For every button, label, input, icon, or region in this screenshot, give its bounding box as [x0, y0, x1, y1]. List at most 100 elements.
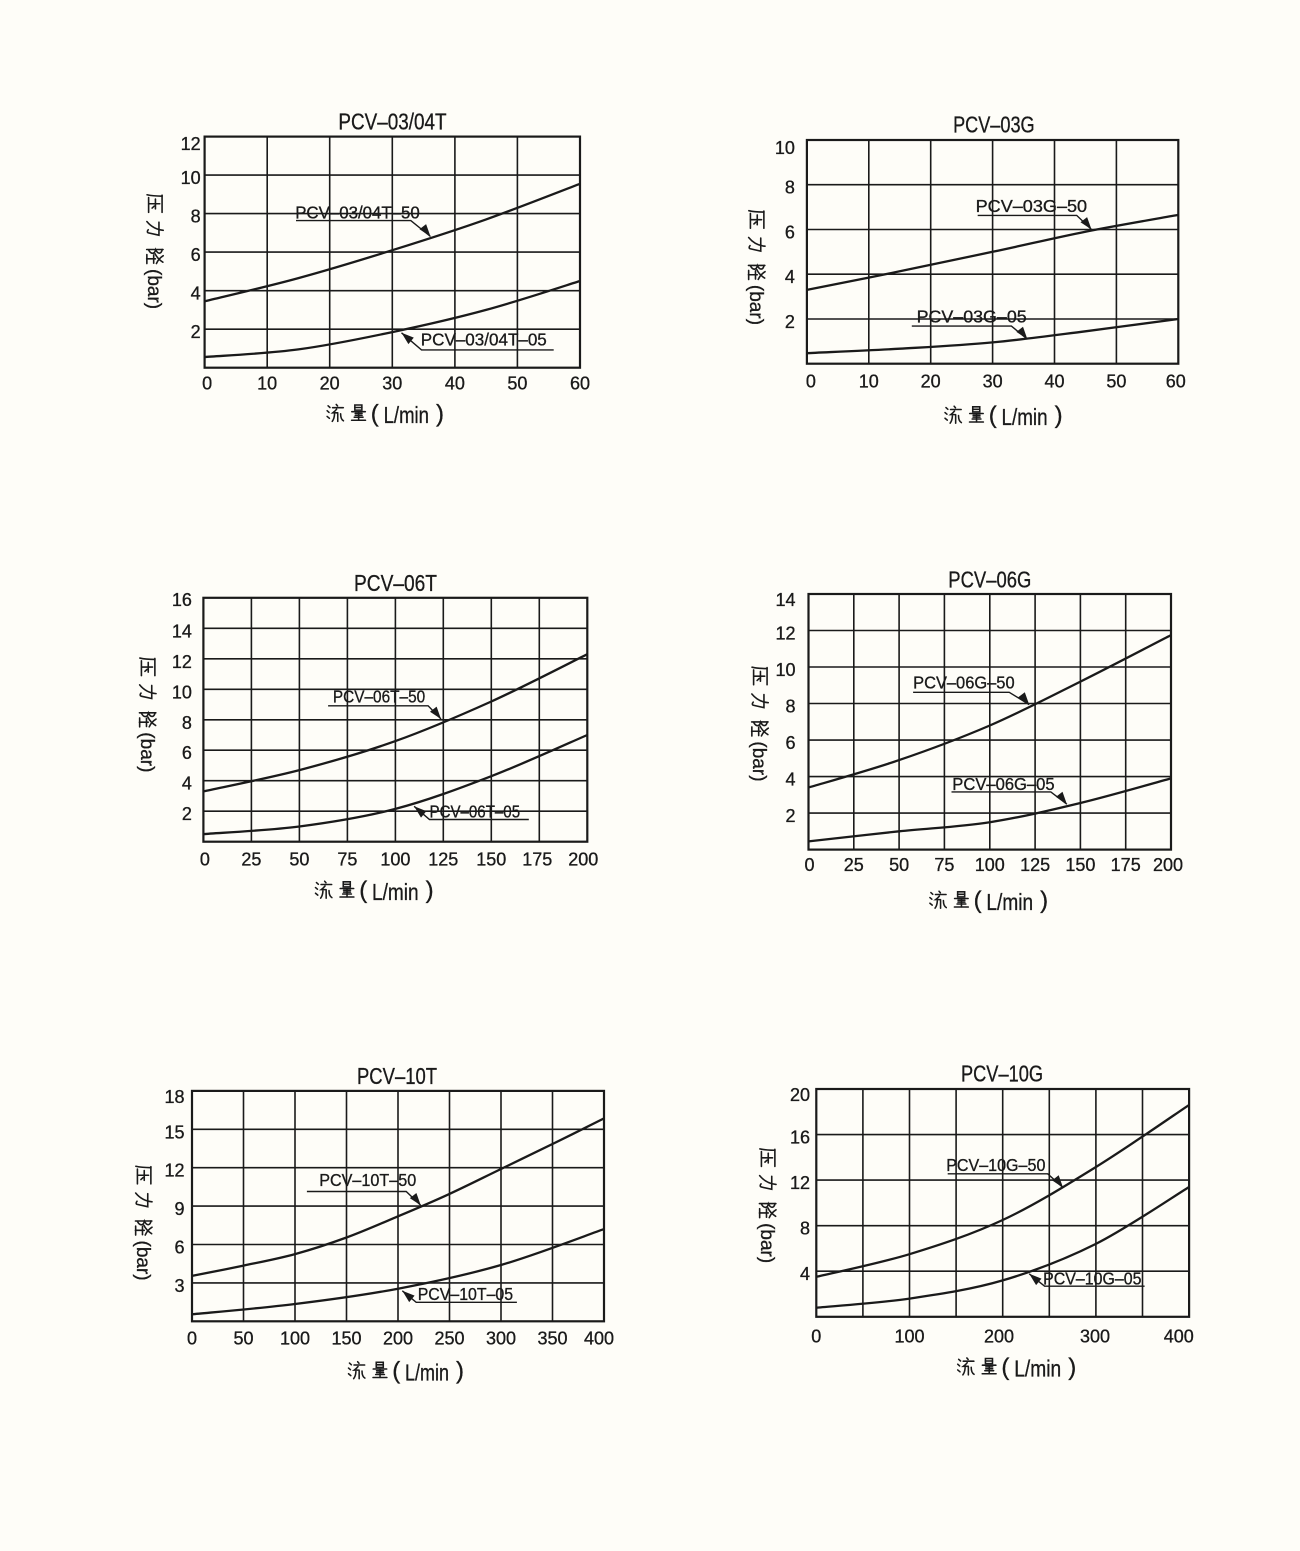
svg-text:100: 100	[894, 1327, 924, 1347]
svg-text:10: 10	[775, 660, 795, 680]
svg-text:(bar): (bar)	[745, 285, 766, 325]
svg-text:2: 2	[785, 312, 795, 332]
svg-text:100: 100	[280, 1329, 310, 1349]
svg-text:20: 20	[320, 373, 340, 393]
svg-text:200: 200	[568, 850, 598, 870]
svg-text:(bar): (bar)	[748, 741, 769, 781]
svg-text:PCV–10G: PCV–10G	[961, 1061, 1043, 1087]
svg-text:): )	[436, 400, 444, 427]
svg-text:(bar): (bar)	[132, 1241, 153, 1281]
svg-text:): )	[1068, 1354, 1076, 1381]
svg-text:300: 300	[486, 1329, 516, 1349]
svg-text:PCV–06G: PCV–06G	[948, 567, 1031, 593]
svg-text:6: 6	[191, 245, 201, 265]
svg-text:6: 6	[174, 1238, 184, 1258]
svg-text:(: (	[1001, 1354, 1009, 1381]
svg-text:6: 6	[785, 733, 795, 753]
svg-text:25: 25	[241, 850, 261, 870]
svg-text:0: 0	[806, 372, 816, 392]
svg-text:200: 200	[1153, 855, 1183, 875]
svg-text:2: 2	[191, 322, 201, 342]
svg-text:10: 10	[181, 168, 201, 188]
svg-text:50: 50	[507, 373, 527, 393]
svg-text:16: 16	[172, 590, 192, 610]
svg-text:14: 14	[775, 590, 795, 610]
svg-text:0: 0	[811, 1327, 821, 1347]
svg-text:PCV–10T–50: PCV–10T–50	[319, 1170, 416, 1190]
svg-text:200: 200	[383, 1329, 413, 1349]
svg-text:0: 0	[804, 855, 814, 875]
svg-text:50: 50	[889, 855, 909, 875]
svg-text:12: 12	[181, 134, 201, 154]
svg-text:): )	[1055, 402, 1063, 429]
svg-text:PCV–06G–05: PCV–06G–05	[952, 774, 1054, 794]
svg-text:4: 4	[785, 267, 795, 287]
svg-text:L/min: L/min	[986, 889, 1033, 915]
svg-text:0: 0	[200, 850, 210, 870]
svg-text:250: 250	[434, 1329, 464, 1349]
svg-text:175: 175	[522, 850, 552, 870]
svg-text:18: 18	[164, 1087, 184, 1107]
svg-text:(: (	[359, 877, 367, 904]
svg-text:12: 12	[775, 624, 795, 644]
svg-text:8: 8	[191, 207, 201, 227]
svg-text:(bar): (bar)	[136, 732, 157, 772]
svg-text:40: 40	[445, 373, 465, 393]
svg-text:4: 4	[191, 284, 201, 304]
svg-text:16: 16	[790, 1128, 810, 1148]
svg-text:50: 50	[233, 1329, 253, 1349]
svg-text:8: 8	[182, 713, 192, 733]
svg-text:12: 12	[172, 652, 192, 672]
svg-text:PCV–03/04T–05: PCV–03/04T–05	[421, 329, 547, 349]
svg-text:50: 50	[289, 850, 309, 870]
svg-text:3: 3	[174, 1276, 184, 1296]
svg-text:(: (	[974, 887, 982, 914]
svg-text:400: 400	[1164, 1327, 1194, 1347]
svg-text:(: (	[371, 400, 379, 427]
svg-text:PCV–03G–05: PCV–03G–05	[917, 307, 1027, 327]
svg-text:8: 8	[785, 697, 795, 717]
svg-text:): )	[456, 1358, 464, 1385]
svg-text:PCV–06T–50: PCV–06T–50	[333, 686, 426, 706]
svg-text:4: 4	[182, 774, 192, 794]
svg-text:6: 6	[182, 743, 192, 763]
svg-text:30: 30	[983, 372, 1003, 392]
svg-text:125: 125	[1020, 855, 1050, 875]
svg-text:(: (	[392, 1358, 400, 1385]
svg-text:8: 8	[785, 178, 795, 198]
svg-text:12: 12	[164, 1161, 184, 1181]
svg-text:100: 100	[380, 850, 410, 870]
svg-text:75: 75	[934, 855, 954, 875]
svg-text:20: 20	[790, 1085, 810, 1105]
svg-text:PCV–06T–05: PCV–06T–05	[430, 801, 521, 821]
svg-text:(bar): (bar)	[143, 269, 164, 309]
svg-text:8: 8	[800, 1219, 810, 1239]
svg-text:350: 350	[537, 1329, 567, 1349]
svg-text:150: 150	[1065, 855, 1095, 875]
svg-text:30: 30	[382, 373, 402, 393]
svg-text:): )	[1040, 887, 1048, 914]
svg-text:25: 25	[844, 855, 864, 875]
svg-text:PCV–10T: PCV–10T	[357, 1063, 437, 1089]
svg-text:10: 10	[859, 372, 879, 392]
svg-text:(bar): (bar)	[756, 1223, 777, 1263]
svg-text:175: 175	[1111, 855, 1141, 875]
svg-text:10: 10	[172, 682, 192, 702]
svg-text:2: 2	[785, 806, 795, 826]
svg-text:(: (	[989, 402, 997, 429]
svg-text:PCV–03G–50: PCV–03G–50	[976, 196, 1088, 216]
svg-text:0: 0	[187, 1329, 197, 1349]
svg-text:4: 4	[800, 1264, 810, 1284]
svg-text:PCV–03/04T: PCV–03/04T	[338, 109, 446, 135]
svg-text:6: 6	[785, 223, 795, 243]
svg-text:PCV–10G–05: PCV–10G–05	[1043, 1269, 1141, 1289]
svg-text:12: 12	[790, 1173, 810, 1193]
svg-text:): )	[426, 877, 434, 904]
svg-text:14: 14	[172, 621, 192, 641]
svg-text:150: 150	[331, 1329, 361, 1349]
svg-text:10: 10	[775, 138, 795, 158]
svg-text:100: 100	[975, 855, 1005, 875]
svg-text:20: 20	[921, 372, 941, 392]
svg-text:125: 125	[428, 850, 458, 870]
svg-text:9: 9	[174, 1199, 184, 1219]
